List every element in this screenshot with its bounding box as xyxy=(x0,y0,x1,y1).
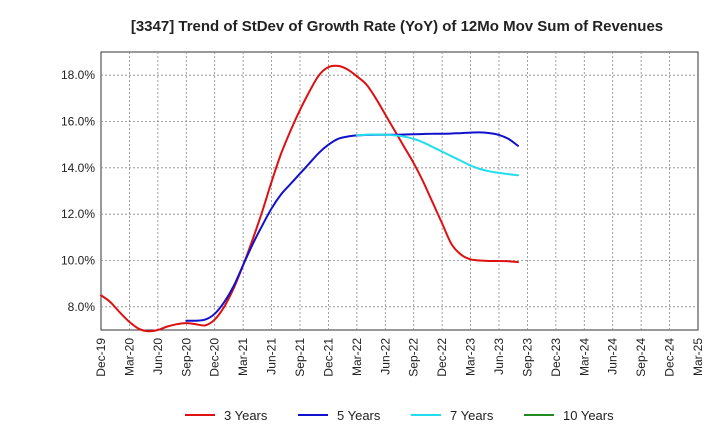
x-tick-label: Sep-21 xyxy=(293,338,307,377)
x-tick-label: Jun-21 xyxy=(265,338,279,375)
x-tick-label: Mar-25 xyxy=(691,338,705,376)
x-tick-label: Dec-21 xyxy=(321,338,335,377)
x-tick-label: Dec-19 xyxy=(94,338,108,377)
plot-area xyxy=(100,51,699,331)
y-tick-label: 18.0% xyxy=(61,68,95,82)
x-tick-label: Sep-24 xyxy=(634,338,648,377)
chart-title: [3347] Trend of StDev of Growth Rate (Yo… xyxy=(131,18,663,35)
y-tick-label: 8.0% xyxy=(68,300,96,314)
series-line-7-years xyxy=(355,133,519,177)
legend-label: 10 Years xyxy=(563,408,614,423)
series-line-5-years xyxy=(185,131,519,322)
series-layer xyxy=(100,64,519,333)
y-axis: 8.0% 10.0% 12.0% 14.0% 16.0% 18.0% xyxy=(61,68,95,314)
x-tick-label: Sep-20 xyxy=(179,338,193,377)
x-tick-label: Mar-24 xyxy=(577,338,591,376)
x-tick-label: Dec-24 xyxy=(663,338,677,377)
legend-label: 3 Years xyxy=(224,408,268,423)
x-tick-label: Dec-22 xyxy=(435,338,449,377)
x-tick-label: Dec-23 xyxy=(549,338,563,377)
y-tick-label: 14.0% xyxy=(61,161,95,175)
x-tick-label: Jun-24 xyxy=(606,338,620,375)
x-tick-label: Mar-22 xyxy=(350,338,364,376)
y-tick-label: 10.0% xyxy=(61,254,95,268)
y-tick-label: 16.0% xyxy=(61,115,95,129)
y-tick-label: 12.0% xyxy=(61,207,95,221)
x-tick-label: Sep-23 xyxy=(520,338,534,377)
x-tick-label: Jun-20 xyxy=(151,338,165,375)
x-tick-label: Jun-22 xyxy=(378,338,392,375)
x-tick-label: Mar-21 xyxy=(236,338,250,376)
x-tick-label: Mar-23 xyxy=(464,338,478,376)
legend-label: 5 Years xyxy=(337,408,381,423)
x-axis: Dec-19 Mar-20 Jun-20 Sep-20 Dec-20 Mar-21 Jun-… xyxy=(94,338,705,377)
legend-label: 7 Years xyxy=(450,408,494,423)
x-tick-label: Jun-23 xyxy=(492,338,506,375)
x-tick-label: Mar-20 xyxy=(122,338,136,376)
series-line-3-years xyxy=(100,64,519,333)
grid xyxy=(101,52,698,330)
x-tick-label: Sep-22 xyxy=(407,338,421,377)
x-tick-label: Dec-20 xyxy=(208,338,222,377)
legend: 3 Years 5 Years 7 Years 10 Years xyxy=(185,408,614,423)
